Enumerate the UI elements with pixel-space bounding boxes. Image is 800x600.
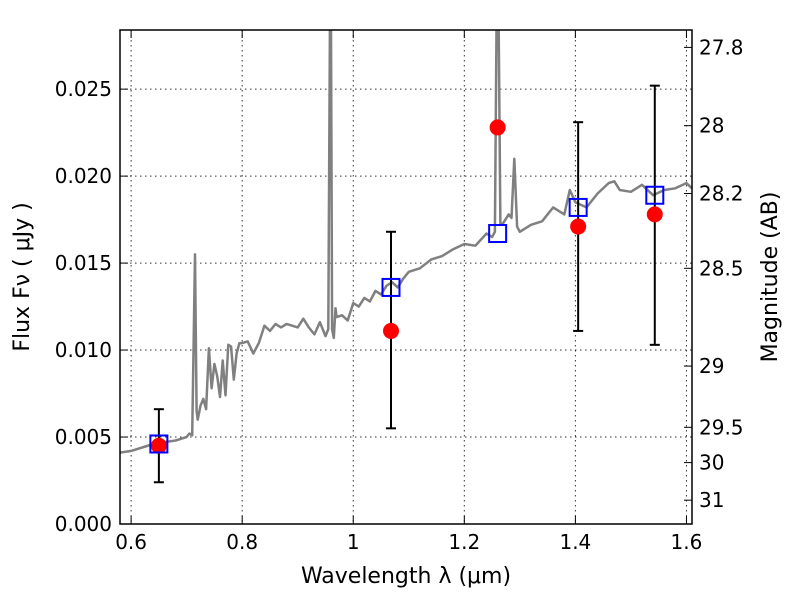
x-axis-label: Wavelength λ (μm): [301, 564, 511, 589]
x-tick-label: 0.6: [115, 530, 147, 554]
y-left-ticks: 0.000 0.005 0.010 0.015 0.020 0.025: [55, 77, 128, 536]
observed-point: [570, 218, 587, 235]
y-tick-label: 0.010: [55, 338, 112, 362]
y-right-tick-label: 28.5: [699, 256, 744, 280]
observed-point: [646, 206, 663, 223]
x-tick-label: 1: [347, 530, 360, 554]
y-axis-left-label: Flux Fν ( μJy ): [10, 202, 35, 351]
y-right-tick-label: 29.5: [699, 415, 744, 439]
model-square: [149, 434, 169, 454]
observed-point: [150, 437, 167, 454]
y-tick-label: 0.005: [55, 425, 112, 449]
y-right-tick-label: 28: [699, 114, 724, 138]
observed-point: [489, 119, 506, 136]
model-square: [568, 197, 588, 217]
plot-frame: [119, 29, 693, 525]
model-points: [149, 185, 665, 454]
spectrum-line: [120, 30, 692, 454]
y-right-tick-label: 29: [699, 354, 724, 378]
model-square: [488, 224, 508, 244]
model-square: [381, 277, 401, 297]
model-square: [645, 185, 665, 205]
x-ticks: 0.6 0.8 1 1.2 1.4 1.6: [115, 30, 702, 554]
y-right-tick-label: 30: [699, 451, 724, 475]
x-tick-label: 0.8: [226, 530, 258, 554]
y-tick-label: 0.000: [55, 512, 112, 536]
error-bars: [153, 84, 660, 484]
y-right-ticks: 27.8 28 28.2 28.5 29 29.5 30 31: [684, 35, 744, 512]
y-right-tick-label: 28.2: [699, 182, 744, 206]
y-tick-label: 0.015: [55, 251, 112, 275]
y-tick-label: 0.020: [55, 164, 112, 188]
y-tick-label: 0.025: [55, 77, 112, 101]
y-right-tick-label: 27.8: [699, 35, 744, 59]
y-right-tick-label: 31: [699, 488, 724, 512]
x-tick-label: 1.2: [448, 530, 480, 554]
x-tick-label: 1.4: [559, 530, 591, 554]
observed-point: [383, 322, 400, 339]
photometry-points: [150, 119, 663, 454]
x-tick-label: 1.6: [671, 530, 703, 554]
y-axis-right-label: Magnitude (AB): [758, 192, 783, 363]
spectrum-series: [120, 30, 692, 454]
